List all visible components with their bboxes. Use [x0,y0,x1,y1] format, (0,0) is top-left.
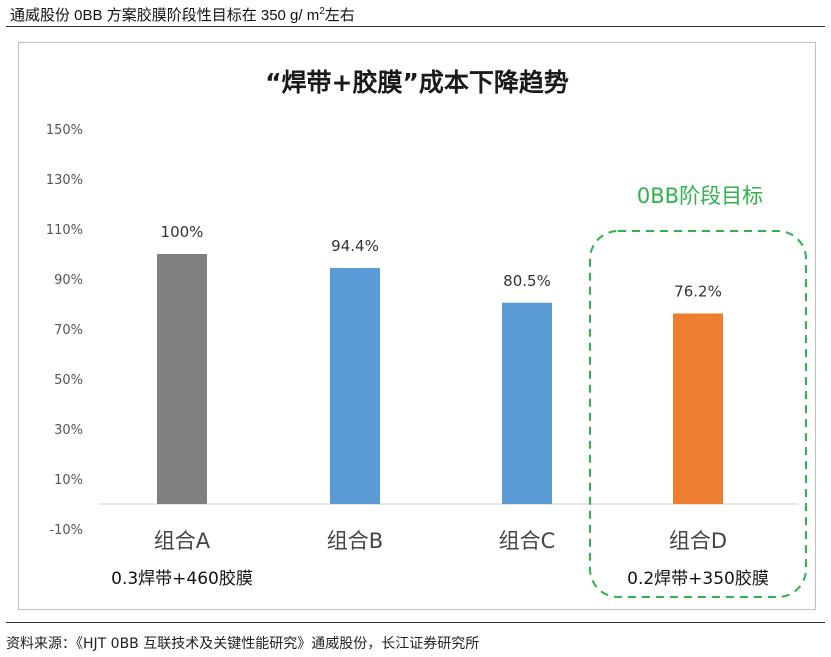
data-label: 80.5% [503,272,551,290]
data-label: 100% [161,223,204,241]
category-label: 组合B [327,529,383,553]
category-sublabel: 0.2焊带+350胶膜 [627,569,769,589]
bar-组合D [673,313,723,504]
top-rule [6,26,825,27]
header-title-text: 通威股份 0BB 方案胶膜阶段性目标在 350 g/ m [10,7,320,24]
chart-title: “焊带+胶膜”成本下降趋势 [265,68,569,97]
y-tick-label: 130% [46,173,83,188]
category-label: 组合C [499,529,556,553]
category-label: 组合D [669,529,727,553]
y-tick-label: 10% [54,473,83,488]
category-sublabel: 0.3焊带+460胶膜 [111,569,253,589]
bar-组合C [502,302,552,504]
annotation-label: 0BB阶段目标 [637,184,763,208]
bar-组合A [157,254,207,504]
cost-trend-chart: “焊带+胶膜”成本下降趋势 150% 130% 110% 90% 70% 50% 30% 10… [46,68,807,598]
y-tick-label: 150% [46,123,83,138]
bottom-rule [6,622,825,623]
header-title-superscript: 2 [319,6,325,17]
category-label: 组合A [154,529,211,553]
y-tick-label: 70% [54,323,83,338]
bar-组合B [330,268,380,504]
chart-frame: “焊带+胶膜”成本下降趋势 150% 130% 110% 90% 70% 50% 30% 10… [18,42,816,610]
target-highlight-box [589,230,807,598]
header-title-suffix: 左右 [324,7,355,24]
y-tick-label: 110% [46,223,83,238]
header-title: 通威股份 0BB 方案胶膜阶段性目标在 350 g/ m2左右 [10,4,355,25]
data-label: 76.2% [674,283,722,301]
y-tick-label: 90% [54,273,83,288]
source-note: 资料来源：《HJT 0BB 互联技术及关键性能研究》通威股份，长江证券研究所 [6,636,480,652]
y-tick-label: 30% [54,423,83,438]
y-tick-label: -10% [49,523,83,538]
data-label: 94.4% [331,237,379,255]
y-tick-label: 50% [54,373,83,388]
